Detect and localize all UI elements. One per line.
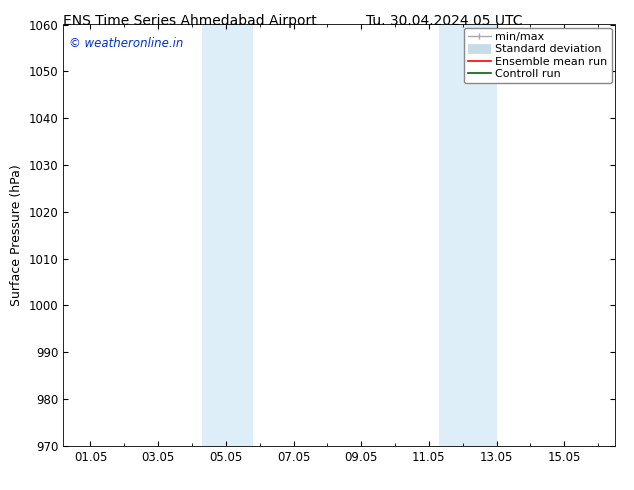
Bar xyxy=(202,24,253,446)
Text: Tu. 30.04.2024 05 UTC: Tu. 30.04.2024 05 UTC xyxy=(366,14,522,28)
Text: ENS Time Series Ahmedabad Airport: ENS Time Series Ahmedabad Airport xyxy=(63,14,317,28)
Legend: min/max, Standard deviation, Ensemble mean run, Controll run: min/max, Standard deviation, Ensemble me… xyxy=(464,28,612,83)
Text: © weatheronline.in: © weatheronline.in xyxy=(69,37,183,50)
Bar xyxy=(439,24,496,446)
Y-axis label: Surface Pressure (hPa): Surface Pressure (hPa) xyxy=(10,164,23,306)
Title: ENS Time Series Ahmedabad Airport    Tu. 30.04.2024 05 UTC: ENS Time Series Ahmedabad Airport Tu. 30… xyxy=(0,489,1,490)
